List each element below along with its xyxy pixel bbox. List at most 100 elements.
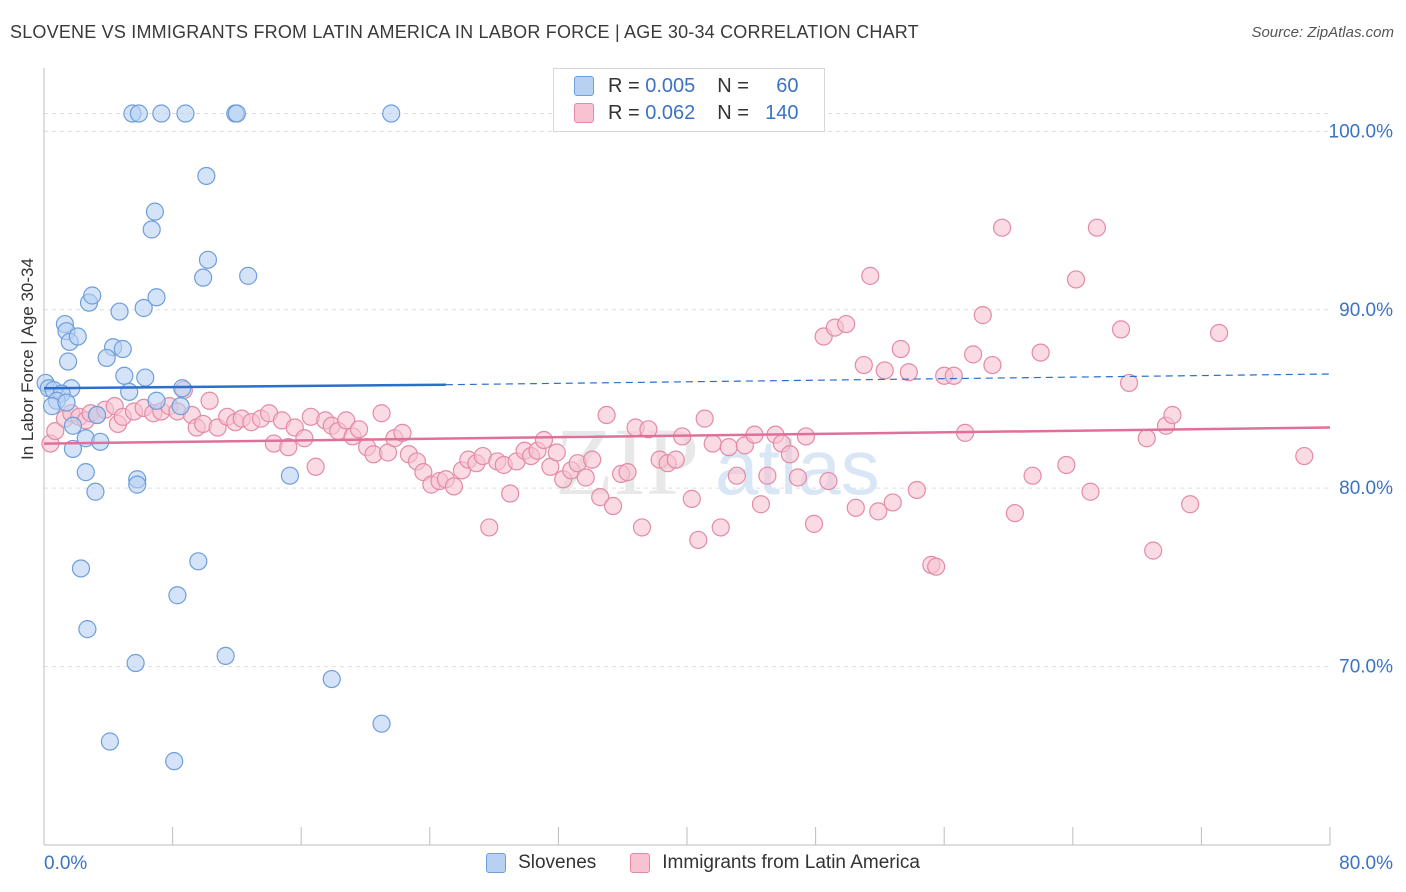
latin-america-point [639, 420, 658, 439]
slovene-point [129, 104, 148, 123]
latin-america-point [1023, 466, 1042, 485]
latin-america-point [703, 434, 722, 453]
slovene-point [322, 669, 341, 689]
slovene-point [68, 327, 87, 346]
slovene-point [63, 416, 83, 435]
y-tick-label: 70.0% [1339, 657, 1393, 678]
y-tick-label: 90.0% [1339, 300, 1393, 321]
latin-america-point [837, 314, 856, 334]
slovene-point [97, 348, 116, 368]
slovene-point [71, 559, 91, 578]
latin-america-point [1111, 320, 1131, 339]
legend-r-value: 0.062 [645, 101, 696, 124]
legend-n-value: 60 [776, 74, 799, 97]
slovene-trend-dashed [445, 373, 1331, 386]
latin-america-point [1209, 323, 1229, 343]
latin-america-point [534, 430, 554, 450]
latin-america-point [666, 450, 685, 469]
latin-america-point [547, 443, 566, 462]
legend-n-label: N = [717, 74, 749, 97]
latin-america-point [1005, 504, 1025, 523]
latin-america-point [780, 445, 799, 464]
slovene-point [86, 482, 105, 501]
slovene-point [382, 104, 401, 123]
latin-america-point [295, 429, 314, 448]
slovene-point [372, 714, 391, 733]
latin-america-point [992, 218, 1012, 237]
slovene-point [147, 391, 166, 410]
latin-america-point [306, 457, 325, 476]
slovene-points [36, 104, 401, 771]
latin-swatch [630, 853, 651, 873]
latin-america-point [854, 355, 873, 375]
latin-america-point [1057, 455, 1076, 475]
latin-america-point [695, 409, 714, 428]
legend-r-value: 0.005 [645, 74, 696, 97]
y-axis-label: In Labor Force | Age 30-34 [18, 258, 37, 460]
latin-america-point [444, 477, 464, 496]
latin-america-point [891, 339, 910, 359]
latin-america-point [927, 557, 946, 576]
latin-america-point [788, 468, 808, 487]
latin-america-point [875, 361, 894, 380]
slovene-point [168, 586, 187, 605]
latin-america-point [846, 498, 865, 517]
legend-row-slovenes: R = 0.005 N = 60 [574, 74, 799, 98]
legend-item-latin-america: Immigrants from Latin America [630, 852, 920, 874]
legend-r-label: R = [608, 74, 640, 97]
slovene-point [145, 202, 165, 221]
latin-america-point [983, 355, 1002, 375]
slovene-point [136, 368, 155, 387]
latin-america-point [583, 450, 602, 469]
slovene-point [280, 466, 300, 485]
tick-labels: 100.0% 90.0% 80.0% 70.0% 0.0% 80.0% [44, 121, 1393, 874]
slovene-point [227, 104, 246, 123]
latin-america-point [576, 468, 595, 487]
legend-n-value: 140 [765, 101, 799, 124]
slovene-point [147, 288, 166, 307]
slovene-point [63, 439, 83, 459]
latin-america-point [1137, 429, 1156, 448]
latin-america-point [944, 366, 963, 385]
latin-america-point [337, 411, 356, 430]
latin-america-point [861, 266, 880, 285]
latin-america-point [393, 423, 412, 442]
slovene-point [216, 646, 235, 665]
y-tick-label: 100.0% [1329, 121, 1394, 142]
latin-america-point [804, 514, 824, 533]
latin-america-point [689, 530, 708, 550]
slovene-point [197, 166, 216, 186]
legend-item-slovenes: Slovenes [486, 852, 596, 874]
slovene-point [165, 752, 184, 771]
slovene-point [83, 286, 102, 305]
latin-america-point [758, 466, 777, 485]
latin-america-point [480, 518, 499, 537]
slovene-point [194, 268, 213, 287]
latin-america-point [372, 404, 391, 423]
latin-america-point [1144, 541, 1163, 560]
latin-america-point [200, 391, 219, 410]
slovene-point [176, 104, 195, 123]
latin-america-point [1081, 482, 1100, 501]
latin-america-point [632, 518, 652, 537]
slovene-point [189, 552, 208, 571]
latin-america-point [751, 495, 771, 514]
latin-america-point [618, 463, 637, 482]
slovene-point [142, 220, 161, 239]
slovene-point [198, 250, 218, 269]
grid-lines [44, 113, 1330, 668]
latin-america-point [1066, 270, 1086, 289]
slovene-point [113, 339, 132, 359]
latin-america-point [501, 484, 520, 503]
trend-lines [43, 373, 1331, 445]
latin-america-point [727, 466, 746, 485]
latin-swatch [574, 103, 594, 123]
latin-america-point [279, 438, 298, 457]
latin-america-point [1163, 405, 1182, 425]
latin-america-point [1087, 218, 1107, 237]
slovene-point [115, 366, 134, 385]
slovene-point [239, 266, 258, 285]
axes [43, 68, 1331, 846]
y-tick-label: 80.0% [1339, 478, 1393, 499]
